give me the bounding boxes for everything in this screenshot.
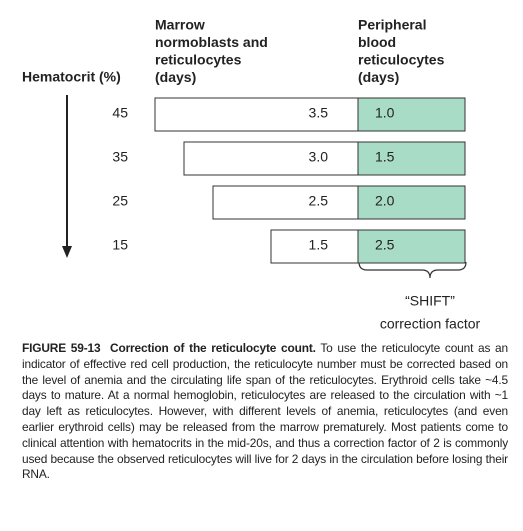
caption: FIGURE 59-13 Correction of the reticuloc… (22, 341, 508, 483)
peripheral-value: 2.0 (375, 193, 395, 209)
diagram: Hematocrit (%) “SHIFT” correction factor… (22, 17, 481, 332)
peripheral-header: blood (358, 34, 396, 50)
caption-title: Correction of the reticulocyte count. (110, 341, 316, 355)
caption-body: To use the reticulocyte count as an indi… (22, 341, 508, 482)
arrow-head (62, 246, 72, 258)
marrow-header: (days) (155, 69, 196, 85)
marrow-value: 2.5 (309, 193, 329, 209)
peripheral-value: 2.5 (375, 237, 395, 253)
peripheral-box (357, 141, 466, 176)
peripheral-value: 1.0 (375, 105, 395, 121)
peripheral-value: 1.5 (375, 149, 395, 165)
marrow-bar (183, 141, 359, 176)
peripheral-box (357, 229, 466, 264)
caption-label: FIGURE 59-13 (22, 341, 101, 355)
brace (358, 261, 467, 279)
hematocrit-value: 15 (112, 237, 128, 253)
shift-label: “SHIFT” (405, 293, 455, 309)
marrow-header: reticulocytes (155, 52, 242, 68)
hematocrit-header: Hematocrit (%) (22, 69, 121, 85)
hematocrit-value: 25 (112, 193, 128, 209)
marrow-value: 1.5 (309, 237, 329, 253)
hematocrit-value: 35 (112, 149, 128, 165)
peripheral-header: (days) (358, 69, 399, 85)
peripheral-header: reticulocytes (358, 52, 445, 68)
peripheral-header: Peripheral (358, 17, 426, 33)
marrow-value: 3.5 (309, 105, 329, 121)
marrow-header: Marrow (155, 17, 205, 33)
peripheral-box (357, 185, 466, 220)
marrow-value: 3.0 (309, 149, 329, 165)
hematocrit-value: 45 (112, 105, 128, 121)
shift-label: correction factor (380, 316, 481, 332)
marrow-bar (212, 185, 359, 220)
peripheral-box (357, 97, 466, 132)
marrow-header: normoblasts and (155, 34, 268, 50)
